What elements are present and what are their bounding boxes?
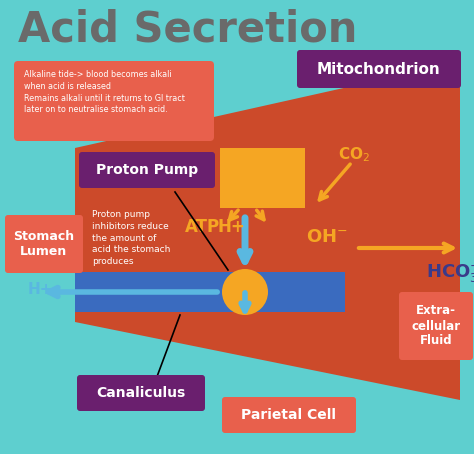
FancyBboxPatch shape — [14, 61, 214, 141]
FancyBboxPatch shape — [5, 215, 83, 273]
Text: Canaliculus: Canaliculus — [96, 386, 186, 400]
Text: Alkaline tide-> blood becomes alkali
when acid is released
Remains alkali until : Alkaline tide-> blood becomes alkali whe… — [24, 70, 185, 114]
Text: CO$_2$: CO$_2$ — [338, 145, 370, 164]
Text: OH$^{-}$: OH$^{-}$ — [306, 228, 348, 246]
FancyBboxPatch shape — [77, 375, 205, 411]
FancyBboxPatch shape — [297, 50, 461, 88]
Text: Mitochondrion: Mitochondrion — [317, 61, 441, 77]
FancyBboxPatch shape — [79, 152, 215, 188]
Text: H+: H+ — [28, 282, 54, 297]
Text: Proton Pump: Proton Pump — [96, 163, 198, 177]
FancyBboxPatch shape — [222, 397, 356, 433]
FancyBboxPatch shape — [399, 292, 473, 360]
Text: Acid Secretion: Acid Secretion — [18, 8, 357, 50]
Text: Stomach
Lumen: Stomach Lumen — [13, 230, 74, 258]
Text: H+: H+ — [218, 218, 246, 236]
Text: HCO$_3^{-}$: HCO$_3^{-}$ — [426, 262, 474, 284]
FancyBboxPatch shape — [220, 148, 305, 208]
Polygon shape — [75, 272, 345, 312]
Polygon shape — [75, 62, 460, 400]
Text: Proton pump
inhibitors reduce
the amount of
acid the stomach
produces: Proton pump inhibitors reduce the amount… — [92, 210, 170, 266]
Text: Parietal Cell: Parietal Cell — [241, 408, 337, 422]
Text: ATP: ATP — [185, 218, 220, 236]
Text: Extra-
cellular
Fluid: Extra- cellular Fluid — [411, 305, 461, 347]
Circle shape — [222, 269, 268, 315]
